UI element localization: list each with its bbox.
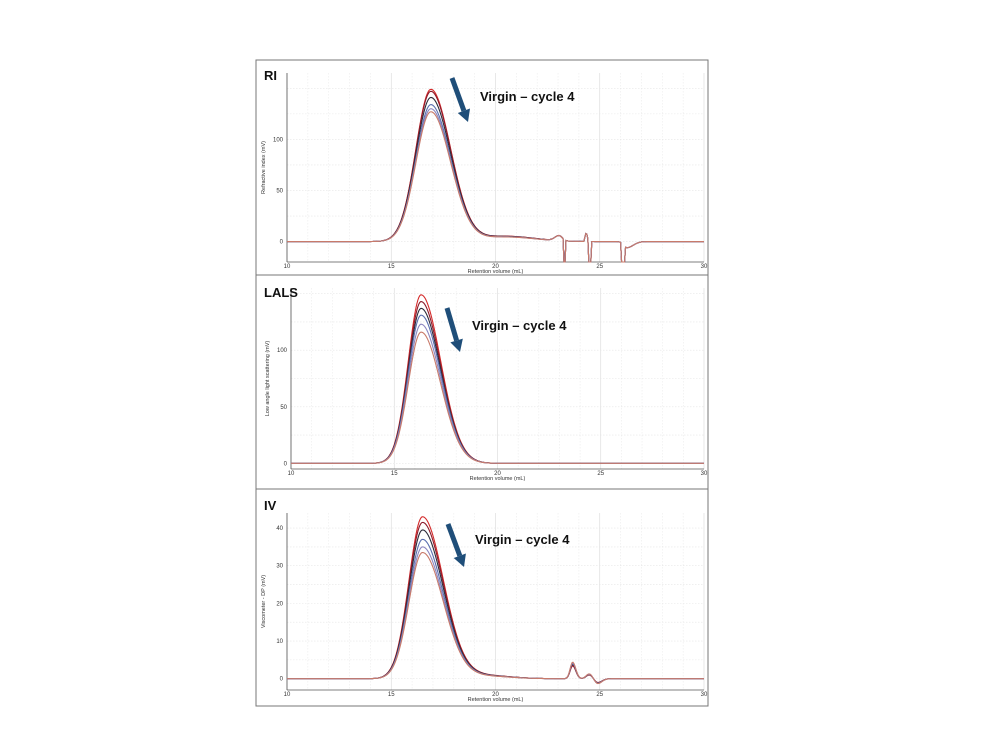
arrow-shaft [444, 307, 459, 342]
x-tick-label: 20 [494, 471, 501, 477]
y-axis-label: Refractive index (mV) [261, 141, 267, 194]
arrow-shaft [449, 77, 467, 112]
y-tick-label: 0 [284, 461, 288, 467]
trend-annotation: Virgin – cycle 4 [480, 89, 575, 104]
trend-annotation: Virgin – cycle 4 [475, 532, 570, 547]
chart-panel-iv: 10 15 20 25 30 0 10 20 30 40 Retention volume (mL)… [255, 488, 709, 707]
chart-panel-ri: 10 15 20 25 30 0 50 100 Retention volume (mL) Ref… [255, 59, 709, 276]
arrow-head [457, 108, 471, 122]
x-tick-label: 20 [492, 264, 499, 270]
y-axis-label: Low angle light scattering (mV) [265, 341, 271, 417]
x-tick-label: 20 [492, 692, 499, 698]
y-tick-label: 0 [280, 677, 284, 683]
series-group [287, 88, 704, 263]
y-tick-label: 0 [280, 240, 284, 246]
series-line [287, 111, 704, 263]
arrow-shaft [445, 523, 463, 557]
grid-lines [286, 73, 705, 262]
grid-lines [286, 513, 705, 690]
x-tick-label: 10 [284, 264, 291, 270]
y-tick-label: 40 [276, 526, 283, 532]
y-tick-label: 50 [276, 188, 283, 194]
series-line [287, 551, 704, 685]
y-tick-label: 30 [276, 564, 283, 570]
x-tick-label: 10 [288, 471, 295, 477]
x-axis-label: Retention volume (mL) [470, 476, 526, 482]
x-tick-label: 15 [388, 692, 395, 698]
x-tick-label: 30 [701, 692, 708, 698]
panel-title: RI [264, 68, 277, 83]
y-tick-label: 50 [280, 405, 287, 411]
x-tick-label: 25 [597, 471, 604, 477]
trend-annotation: Virgin – cycle 4 [472, 318, 567, 333]
panel-title: IV [264, 498, 277, 513]
y-axis-label: Viscometer - DP (mV) [261, 575, 267, 628]
series-line [291, 331, 704, 464]
y-tick-label: 10 [276, 639, 283, 645]
x-tick-label: 30 [701, 264, 708, 270]
arrow-head [453, 553, 466, 567]
y-tick-label: 100 [273, 137, 284, 143]
chart-panel-lals: 10 15 20 25 30 0 50 100 Retention volume (mL) Low… [255, 274, 709, 490]
y-tick-label: 100 [277, 348, 288, 354]
x-axis-label: Retention volume (mL) [468, 697, 524, 703]
x-tick-label: 15 [391, 471, 398, 477]
panel-title: LALS [264, 285, 298, 300]
figure-frame [255, 59, 709, 707]
x-tick-label: 30 [701, 471, 708, 477]
series-group [291, 294, 704, 464]
series-group [287, 516, 704, 685]
x-tick-label: 10 [284, 692, 291, 698]
x-tick-label: 25 [596, 264, 603, 270]
x-tick-label: 25 [596, 692, 603, 698]
x-tick-label: 15 [388, 264, 395, 270]
arrow-head [450, 338, 463, 352]
x-axis-label: Retention volume (mL) [468, 269, 524, 275]
panel-frame [255, 488, 709, 707]
y-tick-label: 20 [276, 601, 283, 607]
grid-lines [290, 288, 705, 469]
